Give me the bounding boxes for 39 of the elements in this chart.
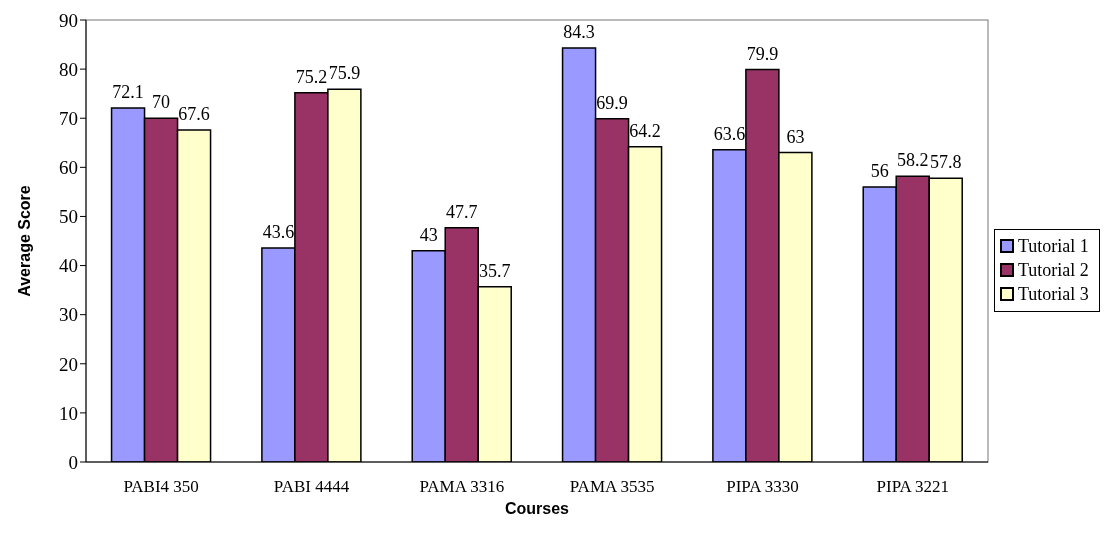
legend-label: Tutorial 1	[1018, 235, 1089, 257]
y-tick-label: 90	[59, 9, 78, 31]
y-tick-label: 30	[59, 304, 78, 326]
data-label: 69.9	[596, 92, 628, 113]
y-tick-label: 70	[59, 107, 78, 129]
data-label: 63.6	[713, 123, 746, 144]
data-label: 47.7	[445, 201, 478, 222]
x-tick-label: PIPA 3221	[876, 477, 950, 497]
data-label: 58.2	[896, 150, 929, 171]
y-tick-label: 80	[59, 58, 78, 80]
x-axis-title: Courses	[504, 500, 570, 517]
x-tick-label: PAMA 3316	[419, 477, 505, 497]
legend-label: Tutorial 3	[1018, 283, 1089, 305]
x-tick-label: PABI 4444	[273, 477, 350, 497]
y-tick-label: 60	[59, 157, 78, 179]
data-label: 35.7	[478, 260, 511, 281]
y-tick-label: 0	[68, 451, 78, 473]
y-tick-label: 50	[59, 206, 78, 228]
x-tick-label: PAMA 3535	[569, 477, 655, 497]
data-label: 57.8	[929, 152, 962, 173]
data-label: 63	[786, 126, 805, 147]
y-axis-title: Average Score	[15, 185, 33, 297]
data-label: 79.9	[746, 43, 779, 64]
y-tick-label: 40	[59, 255, 78, 277]
y-tick-label: 20	[59, 353, 78, 375]
data-label: 43.6	[262, 221, 295, 242]
data-label: 72.1	[112, 81, 144, 102]
data-label: 67.6	[178, 104, 210, 125]
x-tick-label: PIPA 3330	[726, 477, 799, 497]
data-label: 84.3	[563, 21, 595, 42]
data-label: 43	[419, 224, 438, 245]
data-label: 75.2	[295, 66, 328, 87]
y-tick-label: 10	[59, 402, 78, 424]
data-label: 70	[152, 92, 171, 113]
x-tick-label: PABI4 350	[123, 477, 199, 497]
data-label: 56	[870, 160, 889, 181]
legend-label: Tutorial 2	[1018, 259, 1089, 281]
data-label: 64.2	[629, 120, 661, 141]
data-label: 75.9	[328, 63, 361, 84]
